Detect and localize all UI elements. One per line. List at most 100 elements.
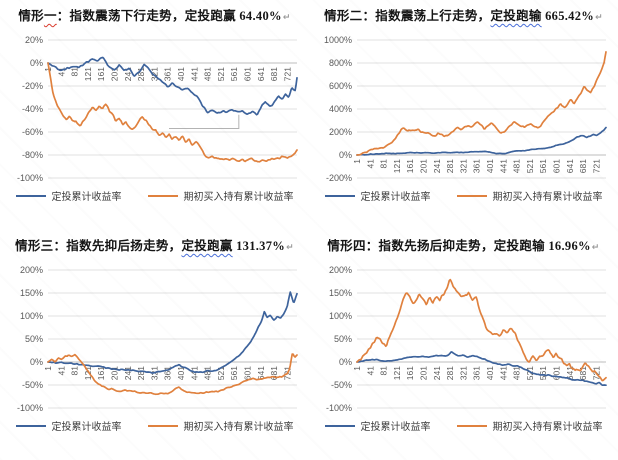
svg-text:0%: 0%	[30, 357, 43, 367]
paragraph-return-mark: ↵	[286, 243, 294, 253]
svg-text:401: 401	[176, 366, 186, 380]
svg-text:1000%: 1000%	[324, 35, 352, 45]
title-text: 情形二：指数震荡上行走势，	[324, 9, 491, 23]
svg-text:681: 681	[269, 366, 279, 380]
legend-label: 期初买入持有累计收益率	[183, 192, 294, 203]
svg-text:281: 281	[445, 366, 455, 380]
svg-text:200%: 200%	[329, 127, 352, 137]
svg-text:-40%: -40%	[22, 104, 43, 114]
svg-text:321: 321	[149, 67, 159, 81]
svg-text:-100%: -100%	[326, 403, 352, 413]
svg-text:150%: 150%	[20, 288, 43, 298]
legend-line-swatch	[456, 424, 487, 427]
svg-text:401: 401	[176, 67, 186, 81]
svg-text:281: 281	[445, 159, 455, 173]
legend-item: 定投累计收益率	[324, 188, 431, 203]
title-text: 131.37%	[232, 239, 286, 253]
legend-line-swatch	[324, 194, 355, 197]
svg-text:481: 481	[203, 67, 213, 81]
svg-text:601: 601	[242, 67, 252, 81]
svg-text:521: 521	[525, 159, 535, 173]
svg-text:241: 241	[123, 366, 133, 380]
svg-text:81: 81	[70, 366, 80, 376]
svg-text:201: 201	[418, 366, 428, 380]
svg-text:441: 441	[189, 67, 199, 81]
chart-panel-scenario-2: 情形二：指数震荡上行走势，定投跑输 665.42%↵ 1000% 800% 600%…	[309, 0, 618, 230]
chart-title: 情形四：指数先扬后抑走势，定投跑输 16.96%↵	[309, 236, 618, 256]
svg-text:361: 361	[472, 159, 482, 173]
paragraph-return-mark: ↵	[282, 13, 291, 23]
svg-text:561: 561	[229, 67, 239, 81]
legend-line-swatch	[456, 194, 487, 197]
svg-text:161: 161	[405, 366, 415, 380]
svg-text:681: 681	[578, 159, 588, 173]
svg-text:441: 441	[498, 159, 508, 173]
svg-text:-200%: -200%	[326, 173, 352, 183]
legend-item: 定投累计收益率	[324, 418, 431, 433]
title-marked-text: 一	[43, 9, 57, 23]
title-marked-text: 定投跑输	[490, 9, 542, 23]
svg-text:201: 201	[109, 366, 119, 380]
svg-text:641: 641	[256, 67, 266, 81]
svg-text:521: 521	[525, 366, 535, 380]
legend-line-swatch	[147, 424, 178, 427]
line-chart-canvas: 200% 150% 100% 50% 0% -50% -100% 1 41 81 121 161 201…	[326, 265, 607, 413]
svg-text:361: 361	[163, 67, 173, 81]
svg-text:721: 721	[282, 67, 292, 81]
svg-text:1: 1	[352, 159, 362, 164]
svg-text:681: 681	[578, 366, 588, 380]
svg-text:481: 481	[512, 366, 522, 380]
svg-text:321: 321	[458, 366, 468, 380]
svg-text:641: 641	[256, 366, 266, 380]
svg-text:50%: 50%	[25, 334, 43, 344]
legend-line-swatch	[15, 424, 46, 427]
legend-line-swatch	[147, 194, 178, 197]
svg-text:641: 641	[565, 366, 575, 380]
svg-text:481: 481	[203, 366, 213, 380]
chart-legend: 定投累计收益率 期初买入持有累计收益率	[0, 188, 309, 203]
svg-text:41: 41	[365, 159, 375, 169]
svg-text:41: 41	[365, 366, 375, 376]
svg-text:201: 201	[109, 67, 119, 81]
svg-text:161: 161	[96, 366, 106, 380]
chart-legend: 定投累计收益率 期初买入持有累计收益率	[0, 418, 309, 433]
svg-text:1: 1	[43, 67, 53, 72]
svg-text:521: 521	[216, 366, 226, 380]
svg-text:0%: 0%	[339, 357, 352, 367]
chart-legend: 定投累计收益率 期初买入持有累计收益率	[309, 188, 618, 203]
svg-text:81: 81	[70, 67, 80, 77]
svg-text:681: 681	[269, 67, 279, 81]
svg-text:161: 161	[405, 159, 415, 173]
svg-text:281: 281	[136, 67, 146, 81]
legend-label: 定投累计收益率	[360, 422, 431, 433]
svg-text:361: 361	[472, 366, 482, 380]
legend-label: 定投累计收益率	[51, 192, 122, 203]
svg-text:241: 241	[432, 366, 442, 380]
chart-title: 情形二：指数震荡上行走势，定投跑输 665.42%↵	[309, 6, 618, 26]
title-marked-text: 定投跑赢	[181, 239, 233, 253]
legend-label: 期初买入持有累计收益率	[492, 422, 603, 433]
svg-text:-50%: -50%	[331, 380, 352, 390]
svg-text:50%: 50%	[334, 334, 352, 344]
svg-text:20%: 20%	[25, 35, 43, 45]
svg-text:321: 321	[458, 159, 468, 173]
line-chart-canvas: 200% 150% 100% 50% 0% -50% -100% 1 41 81 121 161 201…	[17, 265, 298, 413]
legend-label: 定投累计收益率	[360, 192, 431, 203]
svg-text:121: 121	[83, 366, 93, 380]
svg-text:41: 41	[56, 366, 66, 376]
legend-item: 定投累计收益率	[15, 188, 122, 203]
svg-text:-100%: -100%	[17, 173, 43, 183]
svg-text:0%: 0%	[339, 150, 352, 160]
title-text: 情形三：指数先抑后扬走势，	[15, 239, 182, 253]
svg-text:241: 241	[123, 67, 133, 81]
title-text: 情形	[18, 9, 44, 23]
svg-text:81: 81	[379, 366, 389, 376]
legend-label: 期初买入持有累计收益率	[492, 192, 603, 203]
paragraph-return-mark: ↵	[595, 13, 603, 23]
svg-text:0%: 0%	[30, 58, 43, 68]
svg-text:200%: 200%	[20, 265, 43, 275]
svg-text:81: 81	[379, 159, 389, 169]
line-chart-canvas: 1000%800%600%400%200%0%-200%1 41 81 121 161 2…	[324, 35, 607, 183]
title-text: ：指数震荡下行走势，定投跑赢 64.40%	[56, 9, 282, 23]
svg-text:800%: 800%	[329, 58, 352, 68]
